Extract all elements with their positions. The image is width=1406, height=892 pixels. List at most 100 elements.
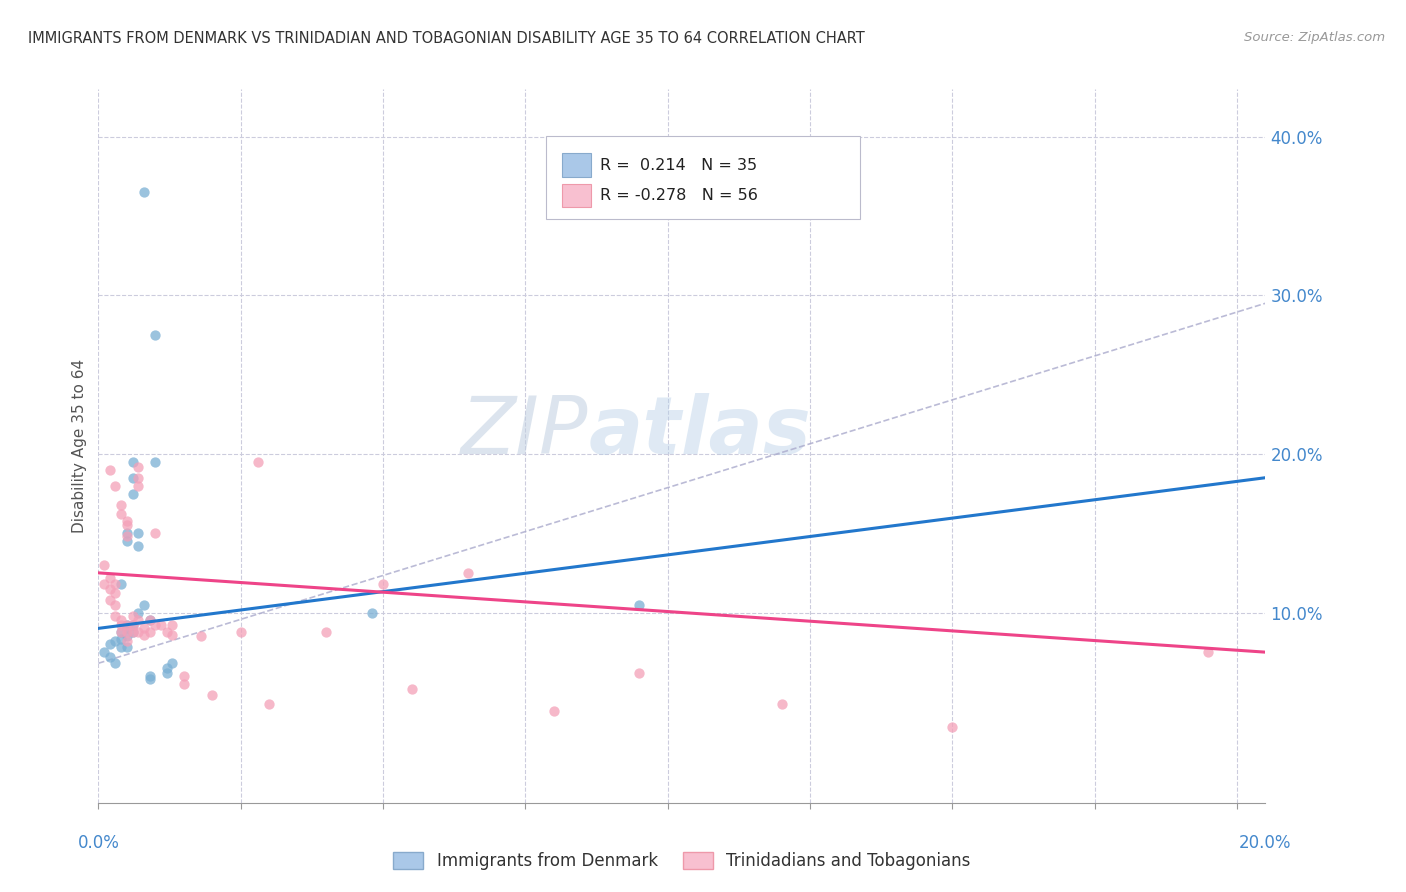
Legend: Immigrants from Denmark, Trinidadians and Tobagonians: Immigrants from Denmark, Trinidadians an… — [387, 845, 977, 877]
Point — [138, 614, 160, 628]
Point — [156, 665, 179, 680]
Point — [138, 669, 160, 683]
Point — [93, 645, 115, 659]
Point — [162, 657, 184, 671]
Point — [115, 640, 138, 655]
Point — [143, 328, 166, 343]
Point — [138, 624, 160, 639]
Point — [121, 471, 143, 485]
Point — [1198, 645, 1220, 659]
Point — [98, 463, 121, 477]
Point — [110, 624, 132, 639]
Point — [371, 577, 394, 591]
Point — [150, 618, 173, 632]
Point — [98, 571, 121, 585]
Point — [121, 455, 143, 469]
Point — [93, 558, 115, 572]
Point — [104, 598, 127, 612]
Point — [115, 526, 138, 541]
Point — [138, 614, 160, 628]
Point — [121, 608, 143, 623]
Point — [770, 698, 793, 712]
Point — [132, 186, 155, 200]
Point — [628, 665, 651, 680]
Point — [110, 577, 132, 591]
Point — [110, 618, 132, 632]
Point — [162, 618, 184, 632]
Point — [257, 698, 280, 712]
Point — [132, 628, 155, 642]
Point — [121, 624, 143, 639]
Text: R = -0.278   N = 56: R = -0.278 N = 56 — [600, 188, 758, 202]
Point — [110, 632, 132, 647]
Point — [941, 720, 963, 734]
Point — [115, 621, 138, 635]
Point — [115, 529, 138, 543]
Point — [104, 577, 127, 591]
Point — [115, 629, 138, 643]
Point — [173, 669, 195, 683]
Point — [246, 455, 269, 469]
Point — [121, 486, 143, 500]
Text: ZIP: ZIP — [461, 392, 589, 471]
Point — [132, 598, 155, 612]
Text: atlas: atlas — [589, 392, 811, 471]
Point — [190, 629, 212, 643]
Point — [628, 598, 651, 612]
Point — [110, 507, 132, 521]
Point — [121, 618, 143, 632]
Point — [104, 586, 127, 600]
Point — [127, 526, 149, 541]
Point — [457, 566, 479, 580]
Point — [360, 606, 382, 620]
Point — [121, 618, 143, 632]
Point — [127, 614, 149, 628]
Point — [110, 640, 132, 655]
Point — [115, 514, 138, 528]
Point — [98, 582, 121, 596]
Point — [104, 634, 127, 648]
Point — [162, 628, 184, 642]
Point — [104, 657, 127, 671]
Text: R =  0.214   N = 35: R = 0.214 N = 35 — [600, 158, 758, 172]
Point — [401, 681, 423, 696]
Point — [143, 526, 166, 541]
Point — [98, 592, 121, 607]
Point — [115, 518, 138, 533]
Point — [201, 688, 224, 702]
Point — [127, 459, 149, 474]
Point — [143, 618, 166, 632]
Point — [110, 624, 132, 639]
Text: Source: ZipAtlas.com: Source: ZipAtlas.com — [1244, 31, 1385, 45]
Point — [138, 672, 160, 686]
Point — [143, 455, 166, 469]
Point — [132, 621, 155, 635]
Point — [156, 624, 179, 639]
Point — [115, 534, 138, 549]
Point — [115, 634, 138, 648]
Point — [121, 624, 143, 639]
Point — [98, 637, 121, 651]
Point — [115, 624, 138, 639]
Point — [127, 624, 149, 639]
Point — [127, 606, 149, 620]
Point — [98, 649, 121, 664]
Point — [93, 577, 115, 591]
Point — [110, 498, 132, 512]
Point — [115, 618, 138, 632]
Point — [543, 704, 565, 718]
Point — [110, 614, 132, 628]
Point — [315, 624, 337, 639]
Point — [156, 661, 179, 675]
Point — [104, 478, 127, 492]
Text: IMMIGRANTS FROM DENMARK VS TRINIDADIAN AND TOBAGONIAN DISABILITY AGE 35 TO 64 CO: IMMIGRANTS FROM DENMARK VS TRINIDADIAN A… — [28, 31, 865, 46]
Y-axis label: Disability Age 35 to 64: Disability Age 35 to 64 — [72, 359, 87, 533]
Point — [127, 471, 149, 485]
Point — [173, 677, 195, 691]
Point — [115, 618, 138, 632]
Point — [104, 608, 127, 623]
Point — [229, 624, 252, 639]
Point — [127, 539, 149, 553]
Point — [127, 478, 149, 492]
Text: 0.0%: 0.0% — [77, 834, 120, 852]
